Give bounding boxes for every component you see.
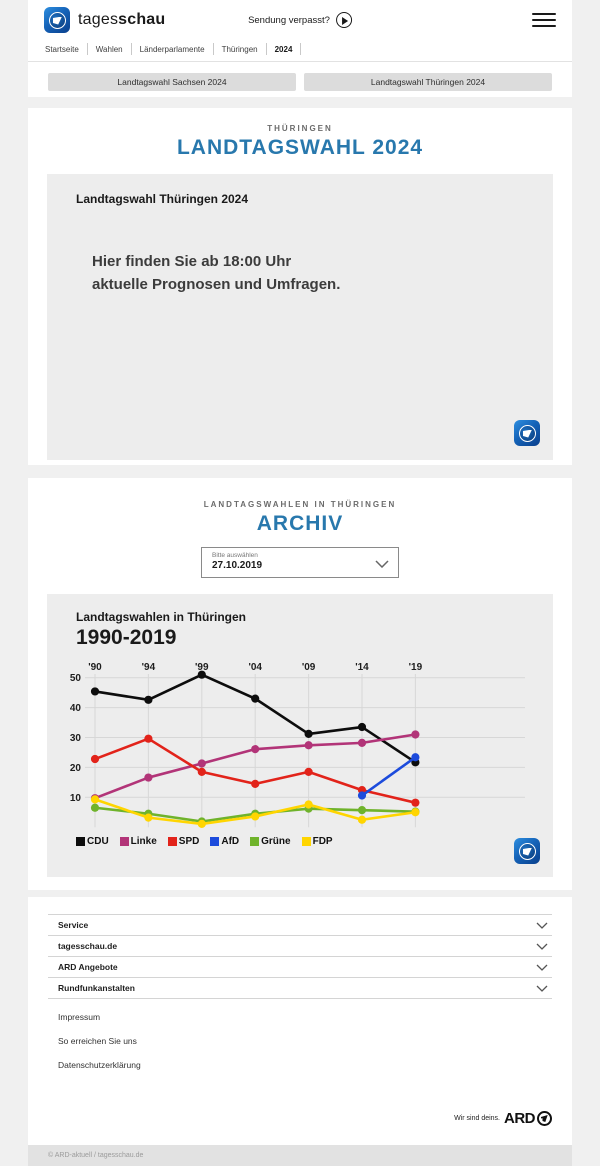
legend-item-cdu: CDU xyxy=(76,836,109,847)
header-row: tagesschau Sendung verpasst? xyxy=(28,0,572,40)
breadcrumb-item-thüringen[interactable]: Thüringen xyxy=(221,44,258,54)
svg-text:'14: '14 xyxy=(355,662,369,673)
legend-swatch xyxy=(301,837,311,846)
svg-text:'04: '04 xyxy=(248,662,262,673)
quick-links: Landtagswahl Sachsen 2024 Landtagswahl Th… xyxy=(28,62,572,91)
play-icon[interactable] xyxy=(335,12,352,28)
footer-links: Impressum So erreichen Sie uns Datenschutz… xyxy=(58,1012,552,1070)
menu-icon[interactable] xyxy=(532,13,556,27)
tagesschau-app-icon xyxy=(44,7,70,33)
archive-kicker: LANDTAGSWAHLEN IN THÜRINGEN xyxy=(203,500,397,509)
ard-wordmark: ARD xyxy=(504,1110,536,1127)
archive-section: LANDTAGSWAHLEN IN THÜRINGEN ARCHIV Bitte… xyxy=(28,478,572,890)
chevron-down-icon xyxy=(536,943,548,950)
archive-title: ARCHIV xyxy=(256,512,344,535)
breadcrumb: Startseite Wahlen Länderparlamente Thüringe… xyxy=(28,40,572,62)
legend-swatch xyxy=(210,837,220,846)
legend-item-spd: SPD xyxy=(167,836,199,847)
election-kicker: THÜRINGEN xyxy=(267,124,333,133)
brand-wordmark: tagesschau xyxy=(78,11,166,28)
chevron-down-icon xyxy=(536,922,548,929)
legend-item-linke: Linke xyxy=(119,836,157,847)
chevron-down-icon xyxy=(375,560,389,568)
svg-text:10: 10 xyxy=(70,793,82,804)
results-chart-card: Landtagswahlen in Thüringen 1990-2019 50… xyxy=(47,594,553,877)
breadcrumb-separator xyxy=(212,43,214,55)
quick-link-button[interactable]: Landtagswahl Sachsen 2024 xyxy=(48,73,296,91)
select-value: 27.10.2019 xyxy=(212,560,263,571)
election-title: LANDTAGSWAHL 2024 xyxy=(176,136,424,159)
legend-swatch xyxy=(119,837,129,846)
results-chart-svg: 50 40 30 20 10 '90 '94 '99 '04 '09 '14 '19 xyxy=(70,662,525,829)
ard-logo-icon xyxy=(537,1111,552,1126)
legend-item-fdp: FDP xyxy=(301,836,333,847)
chart-title: Landtagswahlen in Thüringen xyxy=(76,610,247,624)
legend-item-grüne: Grüne xyxy=(250,836,291,847)
teaser-text: Hier finden Sie ab 18:00 Uhr aktuelle Pr… xyxy=(92,253,341,294)
legend-swatch xyxy=(167,837,177,846)
accordion-label: tagesschau.de xyxy=(58,941,118,951)
chart-legend: CDU Linke SPD AfD Grüne FDP xyxy=(76,836,553,847)
election-section: THÜRINGEN LANDTAGSWAHL 2024 Landtagswahl… xyxy=(28,108,572,465)
select-label: Bitte auswählen xyxy=(212,552,258,559)
svg-text:40: 40 xyxy=(70,703,82,714)
footer: Service tagesschau.de ARD Angebote Rundfunk… xyxy=(28,897,572,1145)
sendung-verpasst-link[interactable]: Sendung verpasst? xyxy=(248,12,352,28)
breadcrumb-separator xyxy=(130,43,132,55)
copyright-text: © ARD-aktuell / tagesschau.de xyxy=(48,1152,144,1159)
tagesschau-logo[interactable]: tagesschau xyxy=(44,7,165,33)
ard-branding: Wir sind deins. ARD xyxy=(454,1110,552,1127)
svg-text:'94: '94 xyxy=(142,662,156,673)
svg-text:20: 20 xyxy=(70,763,82,774)
chevron-down-icon xyxy=(536,985,548,992)
breadcrumb-item-wahlen[interactable]: Wahlen xyxy=(95,44,123,54)
accordion-label: ARD Angebote xyxy=(58,962,118,972)
breadcrumb-item-startseite[interactable]: Startseite xyxy=(45,44,79,54)
teaser-heading: Landtagswahl Thüringen 2024 xyxy=(76,192,249,206)
tagesschau-watermark-icon xyxy=(514,838,540,864)
accordion-label: Rundfunkanstalten xyxy=(58,983,135,993)
breadcrumb-item-2024[interactable]: 2024 xyxy=(274,44,293,54)
svg-text:'90: '90 xyxy=(88,662,102,673)
accordion-row-rundfunkanstalten[interactable]: Rundfunkanstalten xyxy=(48,978,552,999)
sendung-verpasst-label: Sendung verpasst? xyxy=(248,14,330,26)
legend-item-afd: AfD xyxy=(210,836,239,847)
footer-link-datenschutzerkl-rung[interactable]: Datenschutzerklärung xyxy=(58,1060,141,1070)
tagesschau-watermark-icon xyxy=(514,420,540,446)
ard-claim: Wir sind deins. xyxy=(454,1115,500,1122)
legend-swatch xyxy=(250,837,260,846)
quick-link-button[interactable]: Landtagswahl Thüringen 2024 xyxy=(304,73,552,91)
accordion-label: Service xyxy=(58,920,89,930)
election-teaser-card[interactable]: Landtagswahl Thüringen 2024 Hier finden … xyxy=(47,174,553,460)
svg-text:'99: '99 xyxy=(195,662,209,673)
breadcrumb-separator xyxy=(86,43,88,55)
legend-swatch xyxy=(76,837,85,846)
breadcrumb-item-länderparlamente[interactable]: Länderparlamente xyxy=(139,44,205,54)
svg-text:30: 30 xyxy=(70,733,82,744)
chart-subtitle: 1990-2019 xyxy=(76,626,177,649)
svg-text:'19: '19 xyxy=(409,662,423,673)
breadcrumb-separator xyxy=(300,43,302,55)
footer-accordion: Service tagesschau.de ARD Angebote Rundfunk… xyxy=(48,914,552,999)
svg-text:'09: '09 xyxy=(302,662,316,673)
accordion-row-service[interactable]: Service xyxy=(48,915,552,936)
chevron-down-icon xyxy=(536,964,548,971)
copyright-bar: © ARD-aktuell / tagesschau.de xyxy=(28,1145,572,1166)
archive-date-select[interactable]: Bitte auswählen 27.10.2019 xyxy=(201,547,399,578)
svg-text:50: 50 xyxy=(70,673,82,684)
breadcrumb-separator xyxy=(265,43,267,55)
accordion-row-ard-angebote[interactable]: ARD Angebote xyxy=(48,957,552,978)
accordion-row-tagesschau-de[interactable]: tagesschau.de xyxy=(48,936,552,957)
header: tagesschau Sendung verpasst? Startseite W… xyxy=(28,0,572,97)
footer-link-impressum[interactable]: Impressum xyxy=(58,1012,101,1022)
footer-link-so-erreichen-sie-uns[interactable]: So erreichen Sie uns xyxy=(58,1036,137,1046)
